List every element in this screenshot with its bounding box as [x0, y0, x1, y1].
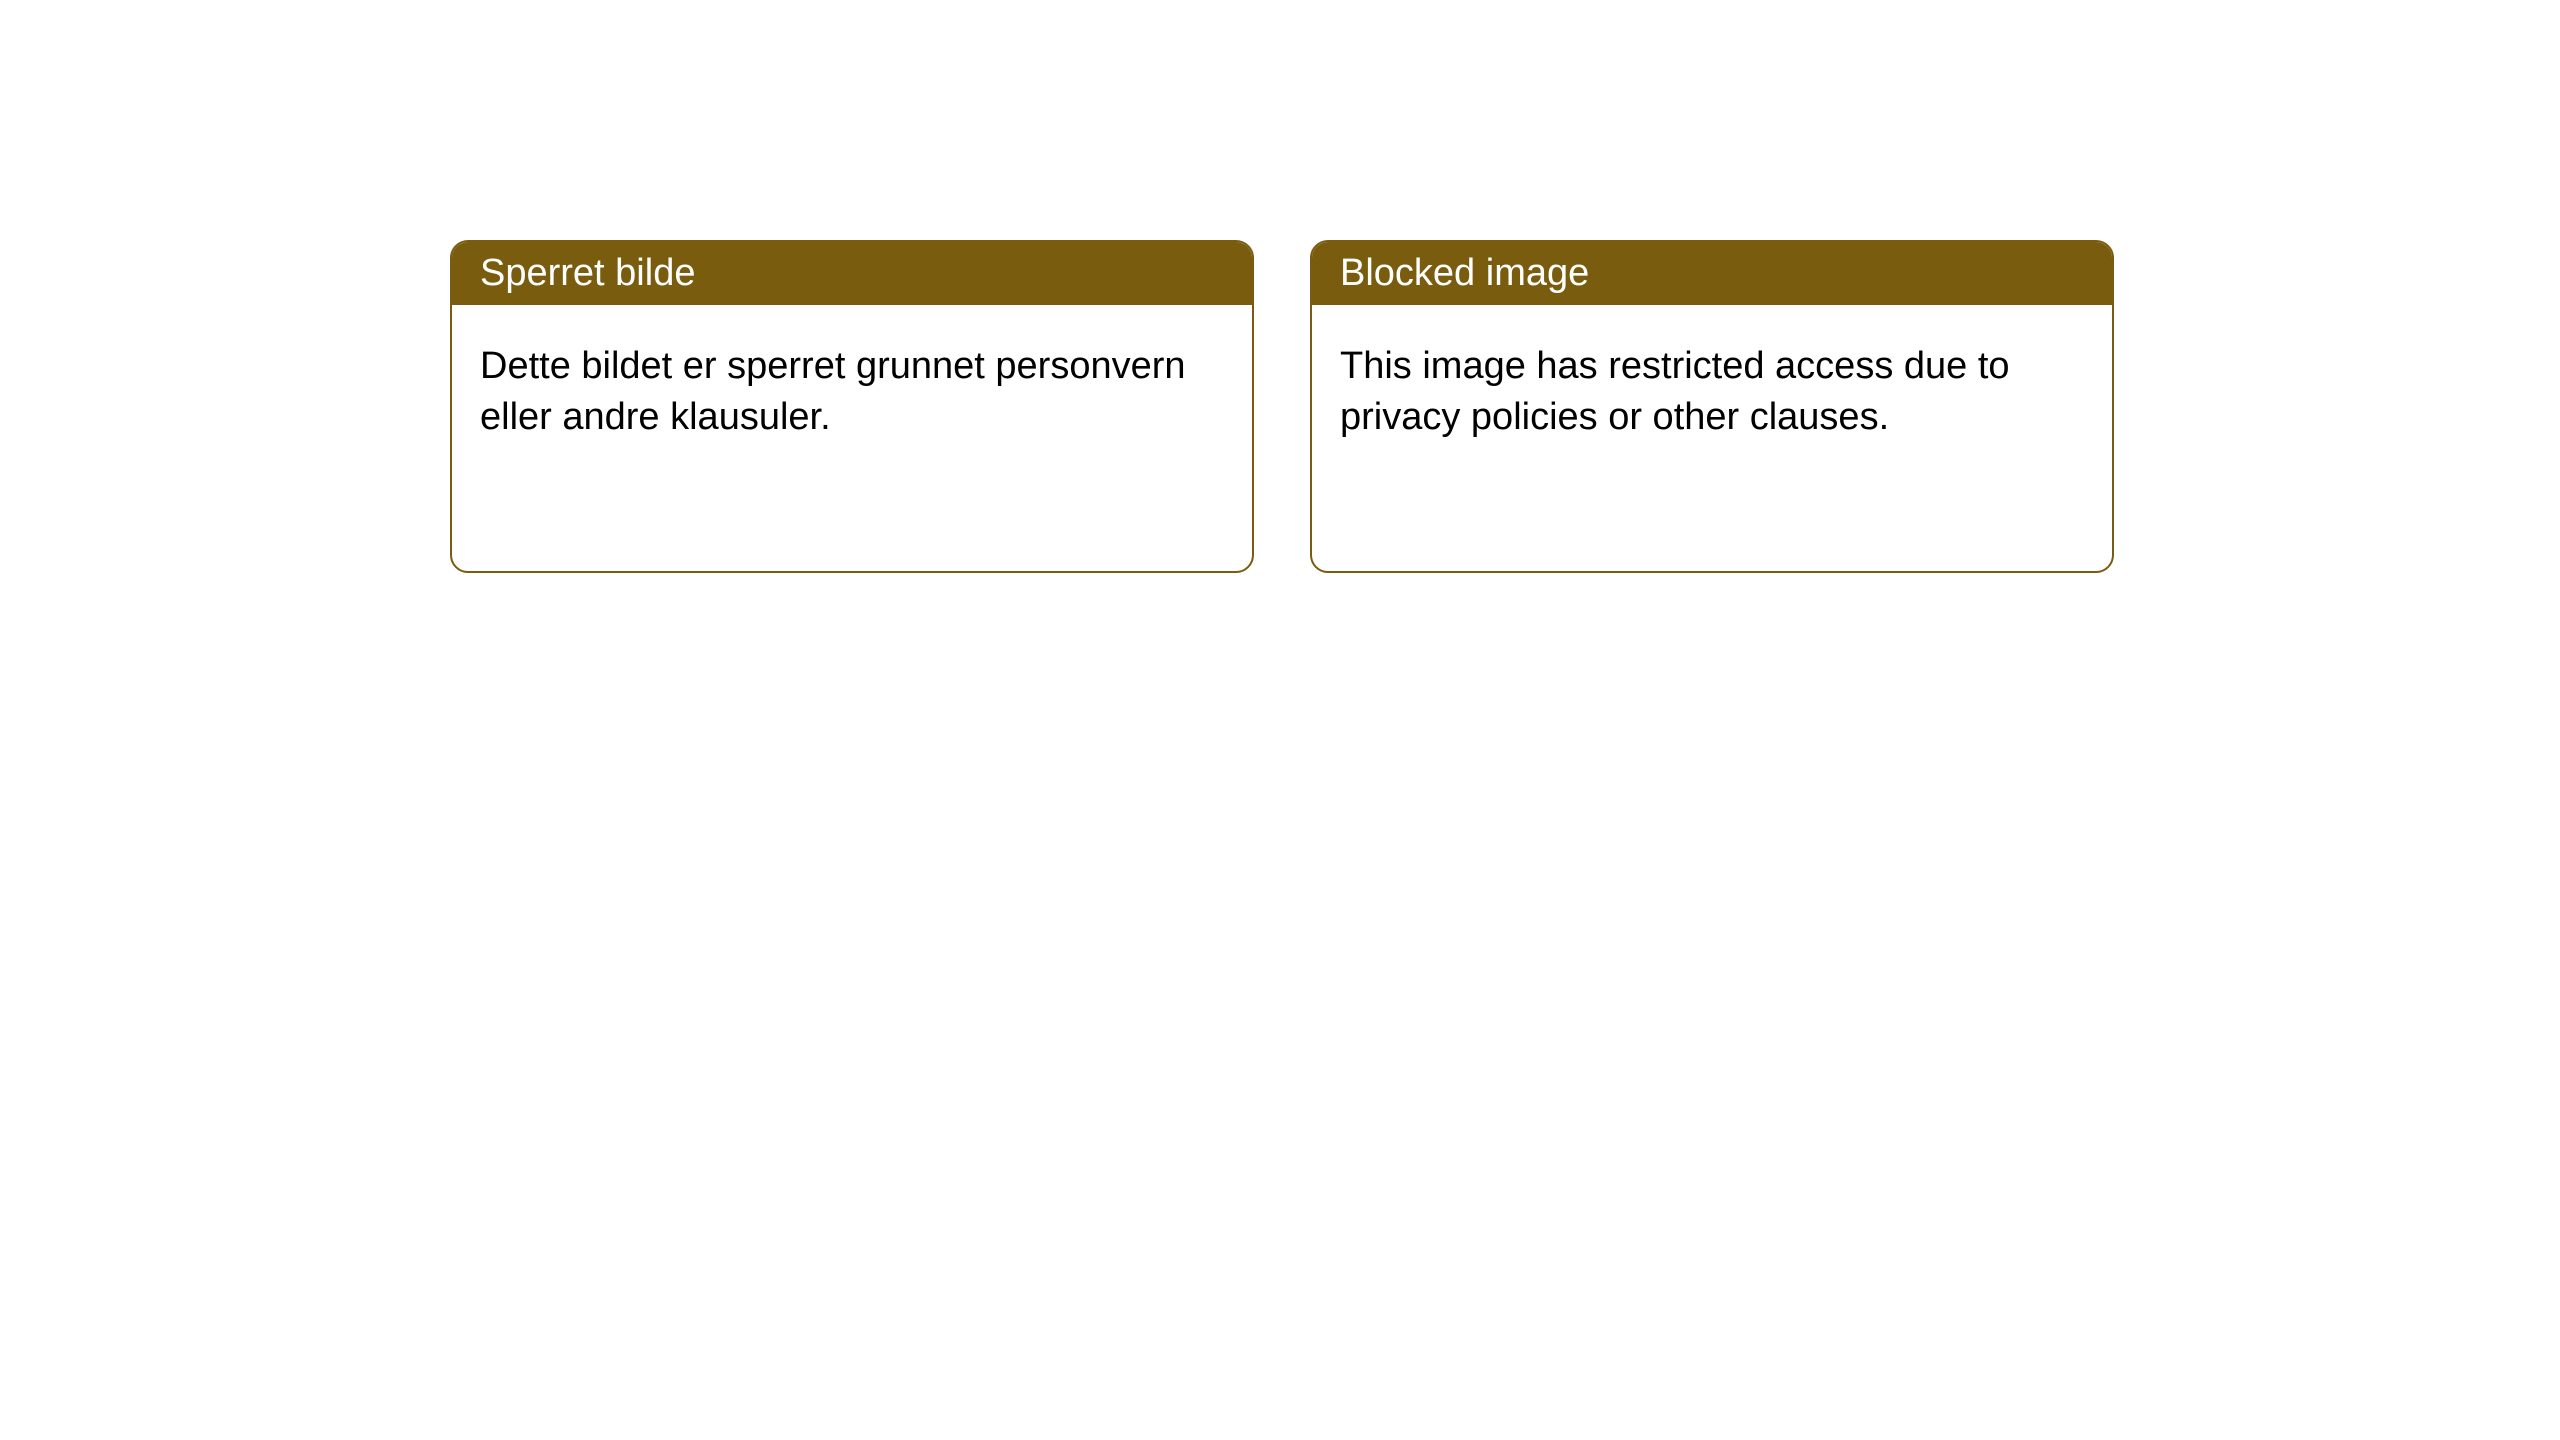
notice-card-title: Blocked image: [1312, 242, 2112, 305]
notice-card-norwegian: Sperret bilde Dette bildet er sperret gr…: [450, 240, 1254, 573]
notice-card-title: Sperret bilde: [452, 242, 1252, 305]
notice-cards-container: Sperret bilde Dette bildet er sperret gr…: [0, 0, 2560, 573]
notice-card-english: Blocked image This image has restricted …: [1310, 240, 2114, 573]
notice-card-body: Dette bildet er sperret grunnet personve…: [452, 305, 1252, 480]
notice-card-body: This image has restricted access due to …: [1312, 305, 2112, 480]
